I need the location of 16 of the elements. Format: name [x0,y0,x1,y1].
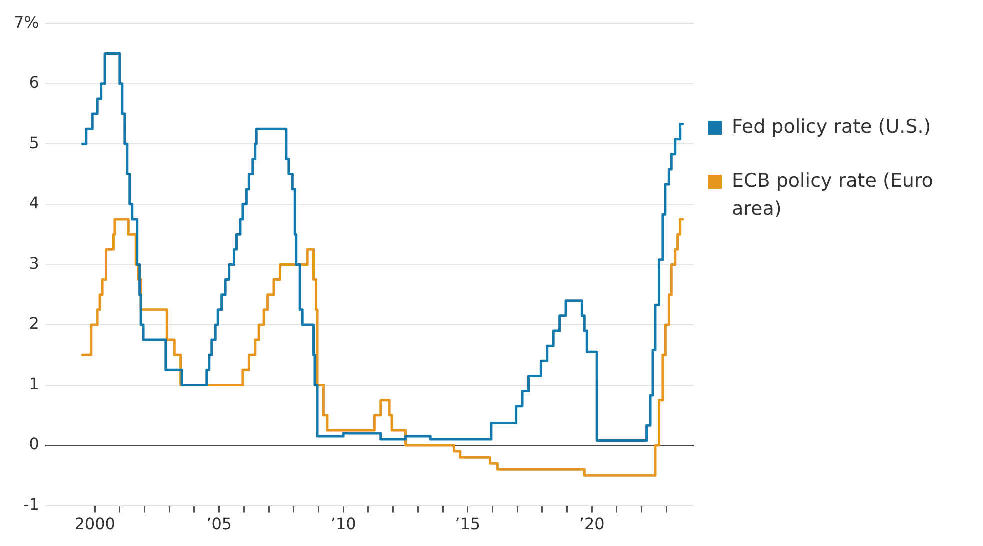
x-tick-label: ’15 [455,514,481,534]
y-tick-label: 0 [29,434,40,454]
x-tick-label: ’10 [330,514,356,534]
y-tick-label: 3 [29,254,40,273]
y-tick-label: 7% [14,12,40,32]
y-tick-label: -1 [23,494,40,514]
x-tick-label: ’20 [579,514,605,534]
x-tick-label: 2000 [74,514,116,534]
legend-label: ECB policy rate (Euro area) [732,169,934,222]
y-tick-label: 5 [29,133,40,152]
y-tick-label: 2 [29,314,40,334]
y-tick-label: 1 [29,374,40,394]
y-tick-label: 4 [29,194,40,213]
x-tick-label: ’05 [206,514,232,534]
legend-label: Fed policy rate (U.S.) [732,115,932,140]
y-tick-label: 6 [29,73,40,92]
